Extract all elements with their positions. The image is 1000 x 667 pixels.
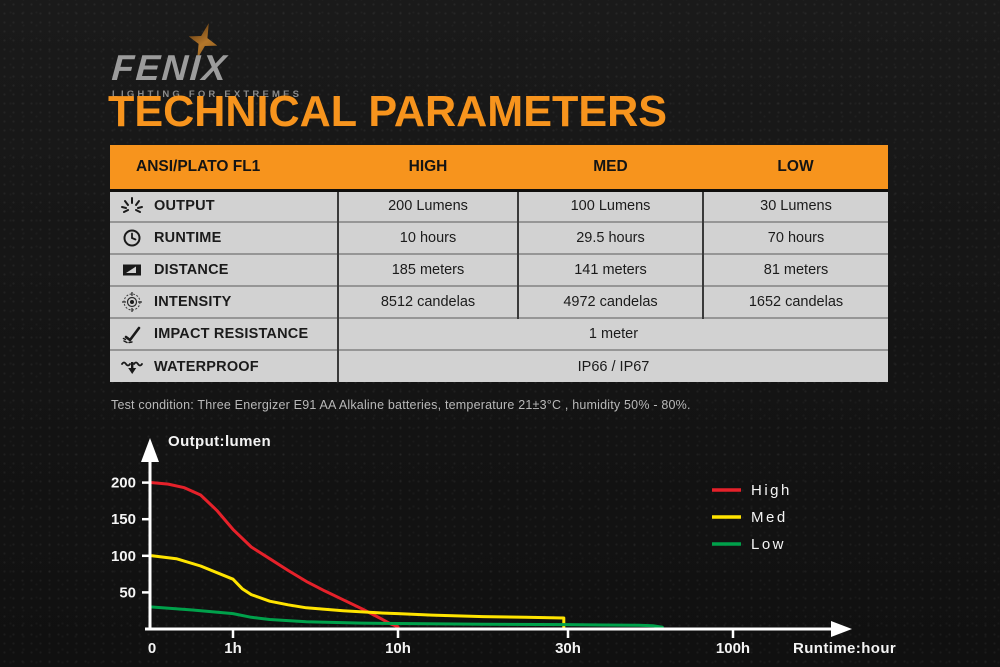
cell-intensity-high: 8512 candelas — [337, 285, 518, 318]
cell-output-med: 100 Lumens — [517, 188, 703, 222]
table-row: OUTPUT 200 Lumens 100 Lumens 30 Lumens — [110, 188, 888, 222]
x-tick-label: 100h — [716, 640, 750, 657]
header-corner-label: ANSI/PLATO FL1 — [110, 145, 338, 190]
output-icon — [120, 195, 144, 217]
x-axis-label: Runtime:hour — [793, 640, 896, 657]
series-high — [150, 481, 400, 631]
parameters-table: ANSI/PLATO FL1 HIGH MED LOW OUTPUT 200 L… — [110, 145, 888, 382]
cell-output-high: 200 Lumens — [337, 188, 518, 222]
x-tick-label: 1h — [224, 640, 242, 657]
series-med — [150, 554, 566, 631]
legend-label-low: Low — [751, 536, 786, 553]
row-label: INTENSITY — [154, 294, 232, 310]
cell-distance-low: 81 meters — [702, 253, 888, 286]
chart-axes: 0 1h 10h 30h 100h 50 100 150 200 — [111, 438, 852, 657]
chart-series — [150, 481, 664, 631]
legend-label-med: Med — [751, 509, 788, 526]
row-label: IMPACT RESISTANCE — [154, 326, 309, 342]
row-label: DISTANCE — [154, 262, 229, 278]
cell-distance-high: 185 meters — [337, 253, 518, 286]
y-axis-label: Output:lumen — [168, 433, 271, 450]
x-tick-label: 10h — [385, 640, 411, 657]
table-row: IMPACT RESISTANCE 1 meter — [110, 317, 888, 350]
x-tick-label: 0 — [148, 640, 156, 657]
table-row: RUNTIME 10 hours 29.5 hours 70 hours — [110, 221, 888, 254]
header-col-high: HIGH — [338, 145, 518, 190]
legend-label-high: High — [751, 482, 792, 499]
y-tick-label: 200 — [111, 475, 136, 492]
runtime-icon — [120, 227, 144, 249]
table-row: WATERPROOF IP66 / IP67 — [110, 349, 888, 382]
y-tick-label: 50 — [119, 584, 136, 601]
cell-output-low: 30 Lumens — [702, 188, 888, 222]
chart-legend: High Med Low — [712, 482, 792, 553]
distance-icon — [120, 259, 144, 281]
row-label: OUTPUT — [154, 198, 215, 215]
runtime-chart: 0 1h 10h 30h 100h 50 100 150 200 Output:lumen Ru… — [111, 433, 896, 657]
cell-runtime-low: 70 hours — [702, 221, 888, 254]
cell-intensity-low: 1652 candelas — [702, 285, 888, 318]
brand-name: FENIX — [110, 47, 230, 88]
y-tick-label: 100 — [111, 548, 136, 565]
cell-distance-med: 141 meters — [517, 253, 703, 286]
impact-icon — [120, 323, 144, 345]
cell-runtime-med: 29.5 hours — [517, 221, 703, 254]
intensity-icon — [120, 291, 144, 313]
cell-waterproof: IP66 / IP67 — [337, 349, 888, 382]
waterproof-icon — [120, 356, 144, 378]
table-row: DISTANCE 185 meters 141 meters 81 meters — [110, 253, 888, 286]
cell-intensity-med: 4972 candelas — [517, 285, 703, 318]
header-col-med: MED — [518, 145, 703, 190]
test-condition-note: Test condition: Three Energizer E91 AA A… — [111, 398, 691, 412]
fenix-logo: FENIX LIGHTING FOR EXTREMES — [110, 47, 303, 100]
x-tick-label: 30h — [555, 640, 581, 657]
row-label: RUNTIME — [154, 230, 222, 246]
brand-tagline: LIGHTING FOR EXTREMES — [112, 89, 303, 100]
y-tick-label: 150 — [111, 511, 136, 528]
header-col-low: LOW — [703, 145, 888, 190]
page-title: TECHNICAL PARAMETERS — [108, 87, 667, 136]
row-label: WATERPROOF — [154, 358, 259, 375]
table-row: INTENSITY 8512 candelas 4972 candelas 16… — [110, 285, 888, 318]
series-low — [150, 605, 664, 629]
cell-runtime-high: 10 hours — [337, 221, 518, 254]
table-header-row: ANSI/PLATO FL1 HIGH MED LOW — [110, 145, 888, 190]
cell-impact-resistance: 1 meter — [337, 317, 888, 350]
